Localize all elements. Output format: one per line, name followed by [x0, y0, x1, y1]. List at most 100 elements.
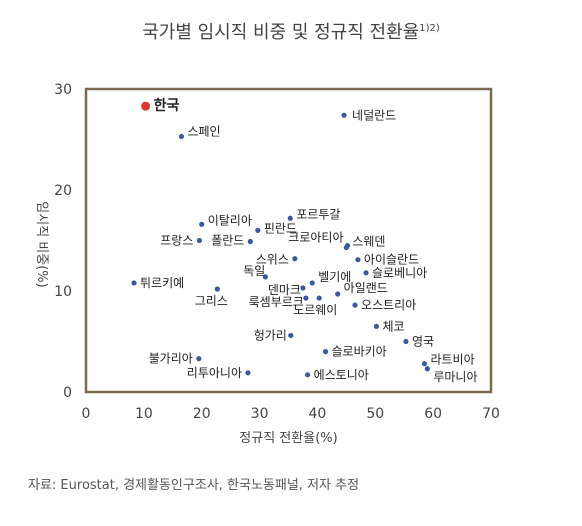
point-label: 노르웨이 — [293, 303, 337, 317]
data-point: 한국 — [141, 98, 179, 114]
point-marker — [335, 291, 341, 297]
y-tick-label: 20 — [54, 183, 72, 199]
chart-title: 국가별 임시직 비중 및 정규직 전환율1)2) — [0, 18, 582, 44]
point-marker — [424, 366, 430, 372]
x-axis-label: 정규직 전환율(%) — [239, 431, 337, 446]
x-tick-label: 70 — [482, 406, 500, 422]
point-marker — [292, 256, 298, 262]
data-point: 체코 — [373, 319, 405, 333]
y-axis-label: 임시직 비중(%) — [34, 201, 49, 287]
point-marker — [304, 372, 311, 378]
point-marker — [352, 302, 358, 308]
data-point: 룩셈부르크 — [249, 295, 309, 309]
point-label: 벨기에 — [318, 270, 351, 284]
point-marker — [247, 238, 253, 245]
point-label: 튀르키예 — [140, 276, 184, 290]
point-marker — [262, 274, 268, 280]
point-marker — [421, 361, 428, 367]
data-point: 벨기에 — [309, 270, 351, 286]
title-footnote: 1)2) — [419, 23, 440, 34]
point-label: 영국 — [412, 335, 434, 349]
data-point: 스위스 — [256, 253, 298, 267]
point-label: 프랑스 — [160, 234, 193, 248]
point-marker — [245, 370, 251, 376]
highlight-marker — [141, 101, 151, 111]
point-marker — [255, 227, 261, 233]
point-label: 덴마크 — [268, 283, 301, 297]
x-tick-label: 30 — [251, 406, 269, 422]
point-marker — [199, 221, 205, 227]
data-point: 슬로베니아 — [363, 266, 427, 280]
y-tick-label: 10 — [54, 284, 72, 300]
point-marker — [316, 295, 322, 301]
point-label: 그리스 — [195, 294, 228, 308]
data-point: 아이슬란드 — [355, 253, 419, 267]
data-point: 스웨덴 — [343, 235, 385, 251]
point-label: 한국 — [154, 98, 180, 114]
x-tick-label: 20 — [193, 406, 211, 422]
data-point: 그리스 — [195, 286, 228, 308]
data-point: 오스트리아 — [352, 298, 416, 312]
point-label: 아이슬란드 — [364, 253, 419, 267]
point-label: 폴란드 — [211, 234, 244, 248]
data-point: 스페인 — [178, 124, 221, 140]
data-point: 아일랜드 — [335, 281, 388, 297]
point-marker — [300, 285, 306, 291]
plot-frame — [84, 87, 493, 394]
point-marker — [288, 332, 294, 339]
point-marker — [196, 237, 202, 244]
point-marker — [373, 323, 380, 329]
data-point: 이탈리아 — [199, 213, 252, 227]
x-tick-label: 0 — [82, 406, 91, 422]
point-marker — [343, 244, 349, 251]
point-marker — [196, 356, 202, 362]
data-point: 영국 — [403, 335, 434, 349]
point-marker — [403, 338, 409, 345]
point-marker — [341, 112, 347, 118]
x-tick-label: 60 — [424, 406, 442, 422]
source-note: 자료: Eurostat, 경제활동인구조사, 한국노동패널, 저자 추정 — [28, 478, 360, 493]
point-marker — [287, 215, 293, 221]
point-label: 슬로바키아 — [332, 345, 387, 359]
point-label: 슬로베니아 — [372, 266, 427, 280]
point-label: 스페인 — [187, 124, 220, 138]
data-point: 슬로바키아 — [322, 345, 387, 359]
point-label: 체코 — [382, 319, 404, 333]
data-point: 불가리아 — [149, 352, 202, 366]
point-label: 스위스 — [256, 253, 289, 267]
y-tick-label: 30 — [54, 82, 72, 98]
data-point: 노르웨이 — [293, 295, 337, 317]
point-label: 네덜란드 — [352, 108, 396, 122]
x-tick-label: 40 — [309, 406, 327, 422]
point-label: 이탈리아 — [208, 213, 252, 227]
point-label: 룩셈부르크 — [249, 295, 304, 309]
point-label: 라트비아 — [430, 353, 474, 367]
data-point: 독일 — [243, 264, 268, 280]
point-marker — [309, 280, 315, 286]
chart-title-text: 국가별 임시직 비중 및 정규직 전환율 — [142, 22, 420, 43]
data-point: 튀르키예 — [131, 276, 184, 290]
point-label: 스웨덴 — [352, 235, 385, 249]
point-label: 핀란드 — [264, 221, 297, 235]
data-point: 라트비아 — [421, 353, 475, 367]
data-point: 루마니아 — [424, 366, 478, 384]
data-point: 리투아니아 — [187, 366, 251, 380]
data-point: 폴란드 — [211, 234, 253, 248]
data-point: 크로아티아 — [288, 231, 351, 249]
x-tick-label: 50 — [366, 406, 384, 422]
point-marker — [214, 286, 220, 292]
point-label: 헝가리 — [254, 328, 287, 342]
axis-ticks: 0 10 20 30 40 50 60 70 0 10 20 30 — [54, 82, 500, 422]
point-label: 불가리아 — [149, 352, 193, 366]
data-point: 프랑스 — [160, 234, 202, 248]
data-point: 에스토니아 — [304, 368, 369, 382]
point-marker — [131, 280, 137, 286]
point-label: 리투아니아 — [187, 366, 242, 380]
point-label: 루마니아 — [433, 370, 477, 384]
data-point: 핀란드 — [255, 221, 297, 235]
point-label: 아일랜드 — [344, 281, 388, 295]
data-point: 덴마크 — [268, 283, 306, 297]
y-tick-label: 0 — [63, 385, 72, 401]
